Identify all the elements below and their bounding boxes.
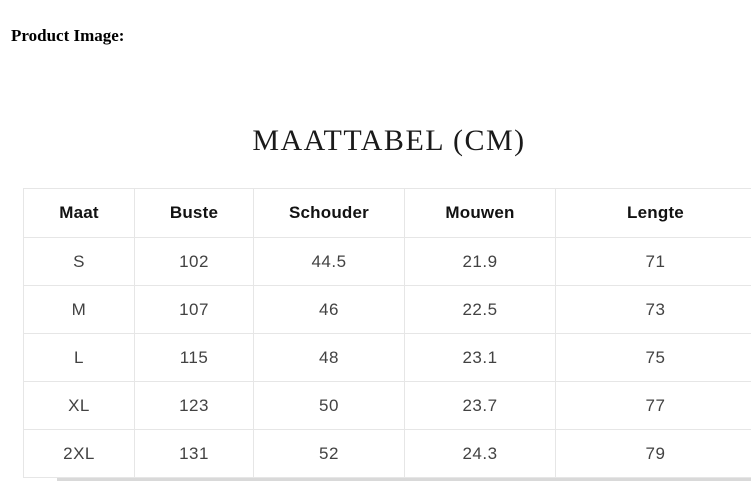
cell-lengte: 79 — [555, 429, 751, 478]
column-header-lengte: Lengte — [555, 188, 751, 238]
cell-schouder: 44.5 — [253, 237, 405, 286]
size-chart-title: MAATTABEL (CM) — [252, 124, 526, 157]
cell-buste: 131 — [134, 429, 254, 478]
column-header-maat: Maat — [23, 188, 135, 238]
cell-schouder: 48 — [253, 333, 405, 382]
cell-size: M — [23, 285, 135, 334]
cell-mouwen: 24.3 — [404, 429, 556, 478]
column-header-buste: Buste — [134, 188, 254, 238]
cell-lengte: 73 — [555, 285, 751, 334]
cell-schouder: 46 — [253, 285, 405, 334]
cell-schouder: 50 — [253, 381, 405, 430]
cell-size: L — [23, 333, 135, 382]
cell-buste: 107 — [134, 285, 254, 334]
table-row-m: M 107 46 22.5 73 — [23, 285, 751, 334]
product-image-label: Product Image: — [11, 26, 125, 45]
cell-mouwen: 21.9 — [404, 237, 556, 286]
cell-schouder: 52 — [253, 429, 405, 478]
cell-lengte: 71 — [555, 237, 751, 286]
cell-mouwen: 23.1 — [404, 333, 556, 382]
table-row-2xl: 2XL 131 52 24.3 79 — [23, 429, 751, 478]
cell-buste: 115 — [134, 333, 254, 382]
cell-size: S — [23, 237, 135, 286]
cell-size: 2XL — [23, 429, 135, 478]
cell-buste: 102 — [134, 237, 254, 286]
table-row-xl: XL 123 50 23.7 77 — [23, 381, 751, 430]
cell-lengte: 75 — [555, 333, 751, 382]
cell-size: XL — [23, 381, 135, 430]
table-row-s: S 102 44.5 21.9 71 — [23, 237, 751, 286]
size-chart-table: Maat Buste Schouder Mouwen Lengte S 102 … — [23, 188, 751, 478]
column-header-mouwen: Mouwen — [404, 188, 556, 238]
column-header-schouder: Schouder — [253, 188, 405, 238]
table-row-l: L 115 48 23.1 75 — [23, 333, 751, 382]
table-header-row: Maat Buste Schouder Mouwen Lengte — [23, 188, 751, 238]
cell-lengte: 77 — [555, 381, 751, 430]
cell-mouwen: 23.7 — [404, 381, 556, 430]
bottom-section-divider — [57, 478, 751, 481]
cell-buste: 123 — [134, 381, 254, 430]
cell-mouwen: 22.5 — [404, 285, 556, 334]
